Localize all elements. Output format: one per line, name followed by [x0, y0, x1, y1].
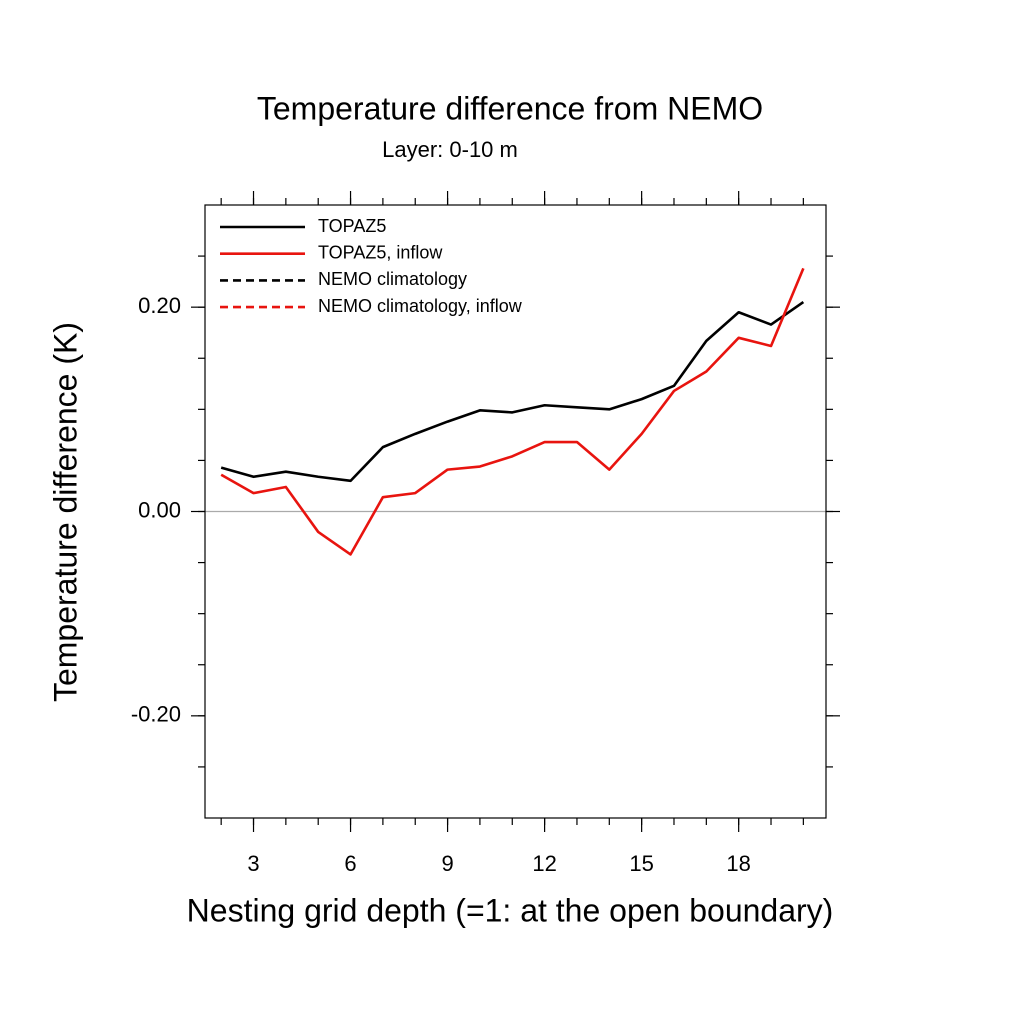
data-line: [220, 267, 805, 556]
x-tick-label: 6: [344, 851, 356, 876]
plot-frame: [204, 204, 827, 819]
x-tick-label: 18: [726, 851, 750, 876]
chart-subtitle: Layer: 0-10 m: [382, 137, 518, 162]
y-tick-label: -0.20: [131, 702, 181, 727]
legend-label: NEMO climatology, inflow: [318, 296, 523, 316]
legend-label: TOPAZ5, inflow: [318, 242, 443, 262]
legend-label: TOPAZ5: [318, 216, 386, 236]
x-tick-label: 3: [247, 851, 259, 876]
x-tick-label: 15: [629, 851, 653, 876]
x-axis-label: Nesting grid depth (=1: at the open boun…: [187, 892, 834, 928]
y-tick-label: 0.00: [138, 497, 181, 522]
y-axis-label: Temperature difference (K): [47, 322, 83, 702]
x-tick-label: 9: [441, 851, 453, 876]
chart-title: Temperature difference from NEMO: [257, 90, 763, 126]
x-tick-label: 12: [532, 851, 556, 876]
data-line: [220, 300, 805, 483]
legend-label: NEMO climatology: [318, 269, 467, 289]
y-tick-label: 0.20: [138, 293, 181, 318]
